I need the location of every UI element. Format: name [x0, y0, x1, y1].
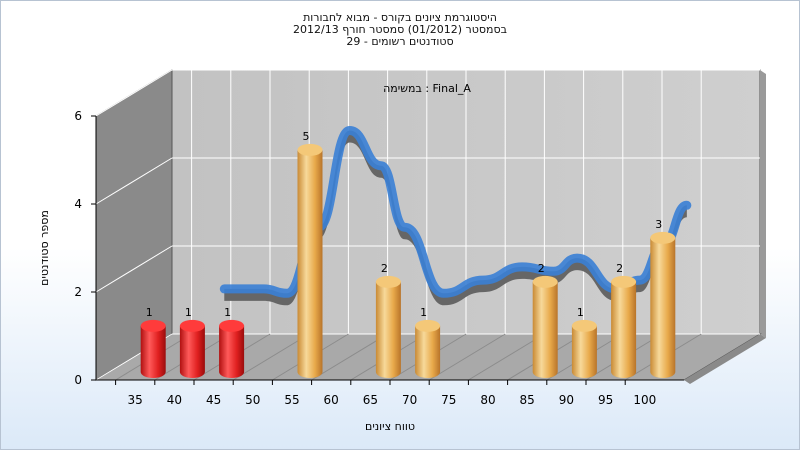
x-tick-label: 55: [284, 393, 299, 407]
bar-body: [532, 281, 558, 378]
bar-body: [179, 325, 205, 378]
task-annotation: במשימה : Final_A: [383, 82, 471, 95]
bar: [219, 319, 245, 378]
bar: [571, 319, 597, 378]
gridline-left: [95, 157, 173, 205]
bar: [650, 231, 676, 378]
data-label: 2: [381, 262, 388, 275]
x-tick-label: 95: [598, 393, 613, 407]
bar: [179, 319, 205, 378]
bar: [611, 275, 637, 378]
x-axis-label: טווח ציונים: [365, 420, 415, 433]
x-tick-label: 100: [633, 393, 656, 407]
bar-body: [611, 281, 637, 378]
floor-line: [468, 333, 545, 381]
bar: [532, 275, 558, 378]
bar-body: [297, 149, 323, 378]
bar: [415, 319, 441, 378]
bar-body: [140, 325, 166, 378]
floor-line: [428, 333, 506, 381]
chart-title-line-3: סטודנטים רשומים - 29: [346, 35, 454, 48]
y-tick-label: 2: [74, 285, 82, 299]
x-tick-label: 35: [128, 393, 143, 407]
bar-top: [532, 275, 558, 288]
data-label: 5: [303, 130, 310, 143]
x-tick-label: 45: [206, 393, 221, 407]
data-label: 1: [185, 306, 192, 319]
y-tick-label: 0: [74, 373, 82, 387]
bar-top: [179, 319, 205, 332]
bar-top: [297, 143, 323, 156]
bar: [375, 275, 401, 378]
x-tick-label: 75: [441, 393, 456, 407]
floor-edge: [684, 334, 766, 384]
x-tick-label: 90: [559, 393, 574, 407]
bar-body: [219, 325, 245, 378]
bar-top: [571, 319, 597, 332]
bar-body: [415, 325, 441, 378]
data-label: 1: [224, 306, 231, 319]
chart-title-line-2: בסמסטר (01/2012) סמסטר חורף 2012/13: [293, 23, 507, 36]
bar: [140, 319, 166, 378]
x-tick-label: 80: [480, 393, 495, 407]
floor-line: [232, 333, 310, 381]
y-tick-label: 4: [74, 197, 82, 211]
x-tick-label: 50: [245, 393, 260, 407]
data-label: 2: [616, 262, 623, 275]
bar-top: [415, 319, 441, 332]
data-label: 3: [655, 218, 662, 231]
bar: [297, 143, 323, 378]
x-tick-label: 70: [402, 393, 417, 407]
x-tick-label: 65: [363, 393, 378, 407]
bar-top: [611, 275, 637, 288]
data-label: 1: [577, 306, 584, 319]
bar-top: [219, 319, 245, 332]
gridline-left: [95, 245, 173, 293]
y-axis-label: מספר סטודנטים: [38, 210, 51, 286]
x-tick-label: 85: [520, 393, 535, 407]
bar-body: [571, 325, 597, 378]
chart-title-line-1: היסטוגרמת ציונים בקורס - מבוא לחבורות: [303, 11, 497, 24]
gridline-left: [95, 69, 173, 117]
data-label: 1: [146, 306, 153, 319]
x-tick-label: 60: [324, 393, 339, 407]
y-tick-label: 6: [74, 109, 82, 123]
data-label: 1: [420, 306, 427, 319]
data-label: 2: [538, 262, 545, 275]
bar-body: [650, 237, 676, 378]
x-tick-label: 40: [167, 393, 182, 407]
bar-body: [375, 281, 401, 378]
right-edge: [760, 70, 766, 338]
bar-top: [140, 319, 166, 332]
bar-top: [375, 275, 401, 288]
bar-top: [650, 231, 676, 244]
floor-line: [311, 333, 388, 381]
